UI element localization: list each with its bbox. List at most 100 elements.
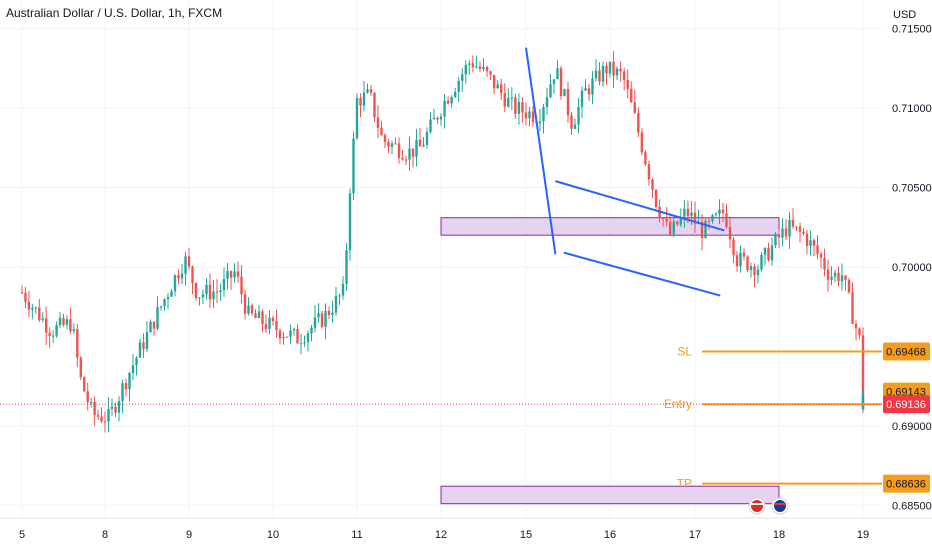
candle-body <box>138 342 142 358</box>
candle-body <box>383 135 387 142</box>
candle-body <box>100 416 103 422</box>
candle-body <box>24 292 27 302</box>
candle-body <box>802 231 805 234</box>
candle-body <box>598 70 601 82</box>
candle-body <box>177 275 180 279</box>
candle-body <box>854 323 858 329</box>
candle-body <box>271 317 275 322</box>
candle-body <box>559 68 563 97</box>
candle-body <box>542 106 545 122</box>
candle-body <box>303 342 306 344</box>
candle-body <box>760 254 763 270</box>
candle-body <box>704 220 707 238</box>
candle-body <box>545 97 549 107</box>
candle-body <box>299 343 303 345</box>
candle-body <box>268 317 271 329</box>
time-tick-label: 10 <box>267 529 279 541</box>
au-flag-icon-inner <box>774 500 786 512</box>
candle-body <box>159 306 163 308</box>
candle-body <box>580 90 584 107</box>
price-tick-label: 0.70000 <box>892 262 932 274</box>
candle-body <box>89 401 93 403</box>
sl-label: SL <box>677 344 692 358</box>
candle-body <box>226 271 229 279</box>
candle-body <box>531 111 535 123</box>
candle-body <box>212 291 215 300</box>
candle-body <box>711 215 714 222</box>
candle-body <box>622 71 626 81</box>
candle-body <box>215 291 219 293</box>
candle-body <box>861 376 865 394</box>
candle-body <box>549 84 552 98</box>
candle-body <box>62 317 65 325</box>
candle-body <box>65 319 69 325</box>
candle-body <box>320 313 324 327</box>
candle-body <box>142 342 145 350</box>
current-badge <box>883 395 930 414</box>
us-flag-icon-inner <box>751 500 763 512</box>
time-tick-label: 17 <box>689 529 701 541</box>
candle-body <box>166 296 170 300</box>
candle-body <box>254 313 257 318</box>
candle-body <box>233 271 236 278</box>
candle-body <box>131 365 135 373</box>
candle-body <box>763 248 767 255</box>
candle-body <box>110 406 114 409</box>
levels: SL Entry TP <box>0 344 882 491</box>
candle-body <box>676 221 679 225</box>
candle-body <box>464 64 467 75</box>
candle-body <box>264 324 268 329</box>
candle-body <box>781 228 784 238</box>
candle-body <box>152 321 156 329</box>
candle-body <box>149 321 152 333</box>
candle-body <box>334 296 338 313</box>
candle-body <box>86 391 89 403</box>
us-flag-icon-stripe <box>751 503 763 505</box>
candle-body <box>338 295 341 297</box>
candle-body <box>51 335 55 337</box>
time-tick-label: 16 <box>604 529 616 541</box>
price-tick-label: 0.71500 <box>892 24 932 36</box>
candle-body <box>79 357 82 378</box>
candle-body <box>222 278 226 291</box>
candle-body <box>570 115 573 129</box>
candle-body <box>408 148 411 160</box>
candle-body <box>38 307 41 321</box>
candle-body <box>401 157 404 160</box>
candle-body <box>774 234 777 246</box>
entry-label: Entry <box>664 397 692 411</box>
candle-body <box>135 357 138 366</box>
candle-body <box>243 294 247 314</box>
candle-body <box>714 213 718 216</box>
candle-body <box>683 208 686 217</box>
candle-body <box>784 228 788 237</box>
candle-body <box>250 305 254 314</box>
time-tick-label: 19 <box>857 529 869 541</box>
candle-body <box>805 233 809 246</box>
candle-body <box>219 290 222 292</box>
candle-body <box>798 226 802 232</box>
candle-body <box>173 275 177 292</box>
candle-body <box>777 234 781 238</box>
candle-body <box>633 102 636 113</box>
candle-body <box>366 89 369 93</box>
candle-body <box>313 317 317 328</box>
time-tick-label: 15 <box>520 529 532 541</box>
candle-body <box>690 212 693 216</box>
grid <box>0 0 882 518</box>
trendline-1 <box>555 180 725 232</box>
candle-body <box>450 96 453 104</box>
candle-body <box>651 179 654 190</box>
candle-body <box>753 266 756 276</box>
candle-body <box>478 66 482 70</box>
candle-body <box>735 255 739 267</box>
candle-body <box>573 124 577 129</box>
candle-body <box>510 97 514 99</box>
candle-body <box>93 401 96 416</box>
candle-body <box>285 336 289 338</box>
candle-body <box>847 279 851 293</box>
candle-body <box>584 88 587 91</box>
candle-body <box>732 239 735 256</box>
